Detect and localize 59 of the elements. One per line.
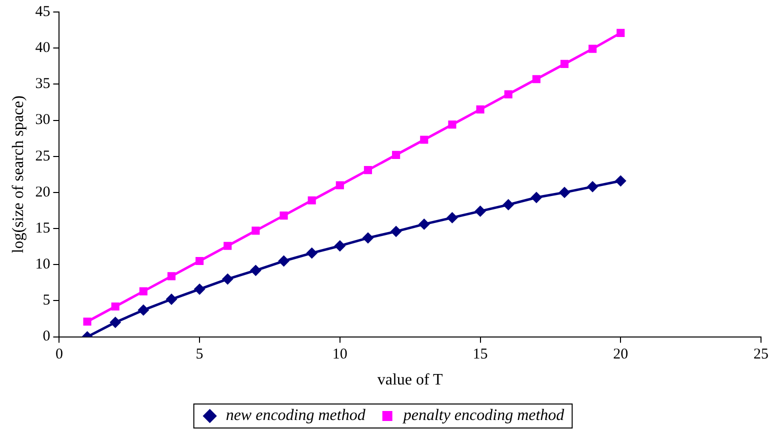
point — [392, 150, 400, 159]
point — [139, 287, 148, 296]
y-tick-label: 15 — [35, 220, 50, 236]
point — [615, 175, 626, 186]
point — [616, 28, 625, 37]
point — [530, 192, 542, 203]
y-tick-label: 45 — [35, 4, 50, 20]
point — [111, 302, 120, 311]
y-tick-label: 0 — [42, 328, 50, 345]
x-tick-label: 20 — [613, 346, 628, 363]
point — [587, 181, 598, 192]
point — [138, 304, 149, 316]
point — [167, 272, 176, 280]
point — [306, 248, 318, 259]
point — [418, 218, 430, 230]
point — [446, 212, 458, 224]
point — [390, 226, 402, 237]
x-tick-label: 10 — [332, 346, 348, 363]
y-tick-label: 10 — [35, 256, 50, 273]
point — [558, 186, 570, 198]
point — [110, 316, 121, 328]
legend-label: penalty encoding method — [402, 407, 566, 424]
point — [222, 274, 234, 285]
legend-label: new encoding method — [226, 407, 366, 424]
x-axis-title: value of T — [377, 372, 444, 389]
point — [560, 60, 569, 68]
point — [364, 166, 372, 174]
x-tick-label: 25 — [754, 346, 768, 363]
point — [224, 242, 232, 250]
point — [308, 196, 316, 204]
point — [588, 44, 597, 53]
y-tick-label: 20 — [35, 184, 50, 200]
x-tick-label: 5 — [196, 346, 204, 363]
point — [250, 264, 262, 276]
y-tick-label: 30 — [35, 112, 50, 128]
y-tick-label: 25 — [35, 148, 50, 164]
point — [280, 212, 288, 220]
point — [334, 240, 346, 252]
x-tick-label: 15 — [472, 346, 488, 363]
point — [166, 294, 177, 305]
point — [504, 90, 512, 98]
point — [502, 199, 514, 210]
y-tick-label: 5 — [42, 292, 50, 309]
point — [196, 256, 204, 266]
point — [278, 256, 290, 267]
point — [532, 75, 540, 84]
x-tick-label: 0 — [55, 346, 63, 363]
point — [448, 120, 456, 129]
point — [252, 226, 260, 235]
y-tick-label: 40 — [35, 40, 50, 56]
point — [474, 206, 486, 217]
point — [476, 105, 484, 114]
point — [83, 318, 92, 326]
point — [362, 232, 374, 244]
y-axis-title: log(size of search space) — [10, 96, 27, 254]
point — [336, 181, 344, 190]
point — [420, 136, 428, 144]
y-tick-label: 35 — [35, 76, 50, 92]
point — [194, 284, 206, 295]
